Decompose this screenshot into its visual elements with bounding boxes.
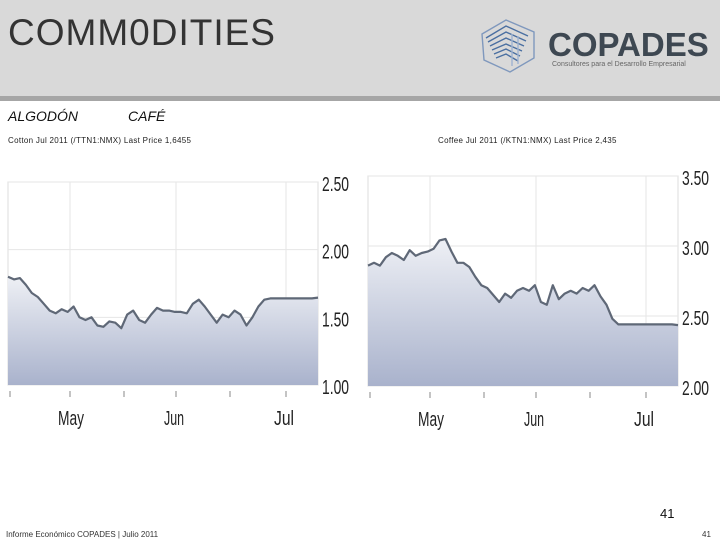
page-title: COMM0DITIES: [8, 12, 276, 53]
coffee-price-chart: 3.50 3.00 2.50 2.00 May Jun Jul: [367, 168, 709, 431]
page-number-small: 41: [702, 530, 711, 539]
y-tick-label: 2.50: [682, 308, 709, 330]
y-tick-label: 2.50: [322, 174, 349, 196]
logo-wordmark: COPADES: [548, 26, 709, 63]
coffee-chart-caption: Coffee Jul 2011 (/KTN1:NMX) Last Price 2…: [438, 136, 617, 145]
y-tick-label: 2.00: [322, 242, 349, 264]
page-number-large: 41: [660, 506, 675, 521]
price-line: [367, 237, 679, 327]
y-tick-label: 2.00: [682, 378, 709, 400]
price-line: [7, 275, 319, 330]
price-area-fill: [8, 276, 318, 385]
section-label-coffee: CAFÉ: [128, 108, 166, 124]
header-bar: COMM0DITIES COPADES Consultores para el …: [0, 0, 720, 96]
x-tick-label: Jun: [524, 409, 544, 431]
header-divider: [0, 96, 720, 101]
hexagon-logo-icon: [481, 19, 535, 73]
y-tick-label: 1.50: [322, 309, 349, 331]
section-label-cotton: ALGODÓN: [8, 108, 79, 124]
cotton-price-chart: 2.50 2.00 1.50 1.00 May Jun Jul: [7, 174, 349, 430]
copades-logo: COPADES Consultores para el Desarrollo E…: [476, 14, 712, 76]
x-tick-label: Jul: [634, 409, 654, 431]
x-tick-label: May: [418, 409, 444, 431]
footer-text: Informe Económico COPADES | Julio 2011: [6, 530, 159, 539]
y-tick-label: 3.00: [682, 238, 709, 260]
x-tick-label: Jul: [274, 408, 294, 430]
y-tick-label: 1.00: [322, 377, 349, 399]
x-tick-label: May: [58, 408, 84, 430]
price-area-fill: [368, 239, 678, 386]
logo-tagline: Consultores para el Desarrollo Empresari…: [552, 61, 686, 68]
x-tick-label: Jun: [164, 408, 184, 430]
cotton-chart-caption: Cotton Jul 2011 (/TTN1:NMX) Last Price 1…: [8, 136, 192, 145]
y-tick-label: 3.50: [682, 168, 709, 190]
